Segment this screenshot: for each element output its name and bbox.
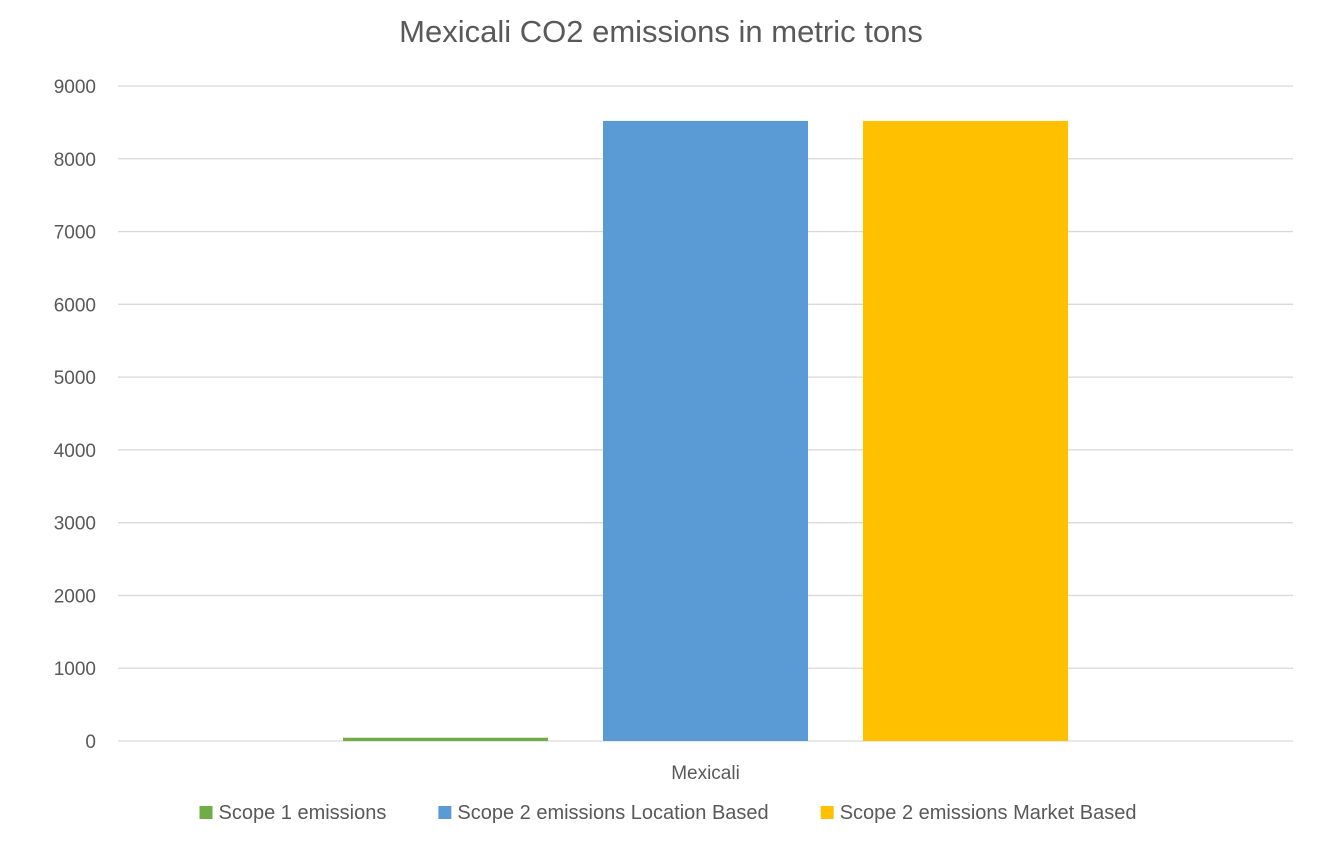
chart-title: Mexicali CO2 emissions in metric tons — [399, 14, 923, 49]
legend-swatch — [820, 806, 834, 819]
y-tick-label: 5000 — [54, 368, 96, 389]
bar-scope-2-emissions-market-based — [863, 120, 1068, 741]
legend-swatch — [199, 806, 213, 819]
y-axis-ticks: 0 1000 2000 3000 4000 5000 6000 7000 8000 9000 — [54, 77, 96, 753]
y-tick-label: 3000 — [54, 514, 96, 535]
bars — [343, 120, 1068, 741]
y-tick-label: 1000 — [54, 659, 96, 680]
y-tick-label: 2000 — [54, 586, 96, 607]
legend-label: Scope 2 emissions Location Based — [457, 802, 768, 824]
legend-label: Scope 2 emissions Market Based — [840, 802, 1137, 824]
x-category-label: Mexicali — [671, 763, 740, 784]
legend-label: Scope 1 emissions — [219, 802, 387, 824]
y-tick-label: 8000 — [54, 150, 96, 171]
y-tick-label: 0 — [85, 732, 96, 753]
legend-item: Scope 2 emissions Market Based — [820, 802, 1137, 824]
legend-item: Scope 1 emissions — [199, 802, 387, 824]
x-axis-categories: Mexicali — [671, 763, 740, 784]
bar-scope-1-emissions — [343, 737, 548, 741]
y-tick-label: 9000 — [54, 77, 96, 98]
legend-swatch — [438, 806, 452, 819]
bar-scope-2-emissions-location-based — [603, 120, 808, 741]
y-tick-label: 7000 — [54, 223, 96, 244]
legend-item: Scope 2 emissions Location Based — [438, 802, 769, 824]
y-tick-label: 6000 — [54, 295, 96, 316]
y-tick-label: 4000 — [54, 441, 96, 462]
legend: Scope 1 emissions Scope 2 emissions Locat… — [199, 802, 1137, 824]
